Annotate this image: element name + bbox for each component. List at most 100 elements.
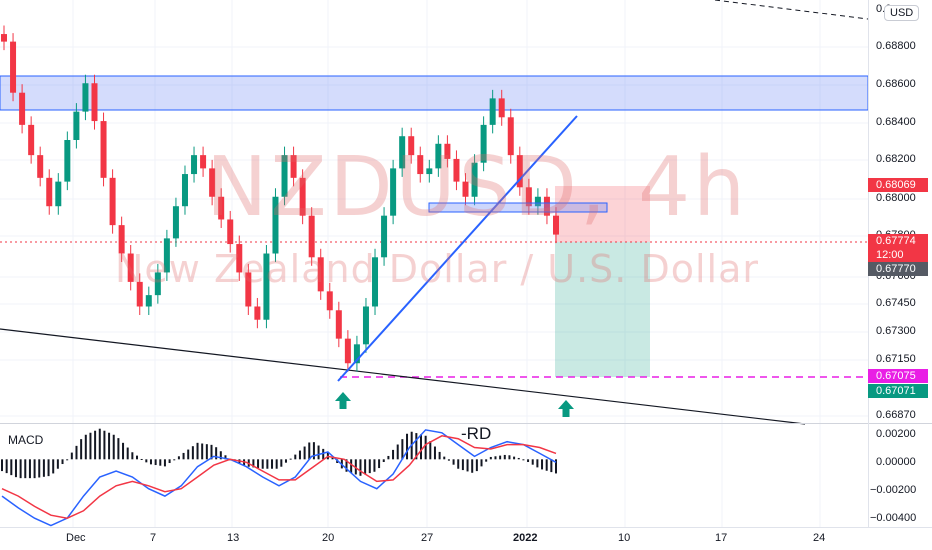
candle-body bbox=[326, 291, 333, 311]
up-arrow-marker[interactable] bbox=[335, 392, 351, 409]
macd-histogram-bar bbox=[433, 446, 436, 460]
candle-body bbox=[73, 111, 80, 140]
macd-histogram-bar bbox=[145, 459, 148, 463]
price-tag-last: 0.67774 bbox=[868, 234, 928, 248]
position-stop-zone[interactable] bbox=[555, 186, 650, 242]
macd-histogram-bar bbox=[42, 459, 45, 477]
candle-body bbox=[227, 219, 234, 245]
macd-histogram-bar bbox=[443, 456, 446, 460]
macd-line bbox=[1, 429, 557, 527]
macd-histogram-bar bbox=[257, 459, 260, 469]
macd-histogram-bar bbox=[461, 459, 464, 471]
macd-histogram-bar bbox=[294, 454, 297, 460]
macd-histogram-bar bbox=[429, 441, 432, 460]
macd-histogram-bar bbox=[252, 459, 255, 468]
candle-body bbox=[344, 338, 351, 364]
macd-histogram-bar bbox=[126, 447, 129, 460]
candle-body bbox=[444, 143, 451, 159]
macd-histogram-bar bbox=[24, 459, 27, 479]
candle-body bbox=[46, 177, 53, 207]
candle-body bbox=[91, 83, 98, 122]
candle-body bbox=[254, 306, 261, 320]
macd-histogram-bar bbox=[28, 459, 31, 479]
small-consolidation-zone[interactable] bbox=[428, 202, 608, 213]
macd-histogram-bar bbox=[489, 456, 492, 460]
resistance-zone[interactable] bbox=[0, 75, 869, 111]
macd-histogram-bar bbox=[382, 459, 385, 463]
candle-body bbox=[399, 136, 406, 169]
time-axis-label: 7 bbox=[150, 532, 157, 544]
candle-body bbox=[381, 215, 388, 258]
macd-histogram-bar bbox=[205, 444, 208, 460]
candle-body bbox=[64, 140, 71, 182]
candle-body bbox=[480, 124, 487, 163]
macd-histogram-bar bbox=[401, 439, 404, 460]
macd-histogram-bar bbox=[10, 459, 13, 476]
candle-body bbox=[489, 98, 496, 125]
macd-histogram-bar bbox=[14, 459, 17, 478]
macd-histogram-bar bbox=[94, 430, 97, 460]
candle-body bbox=[299, 177, 306, 216]
candle-body bbox=[272, 196, 279, 254]
macd-histogram-bar bbox=[415, 433, 418, 460]
macd-histogram-bar bbox=[280, 459, 283, 467]
candle-body bbox=[462, 181, 469, 197]
macd-histogram-bar bbox=[480, 459, 483, 467]
rising-trendline[interactable] bbox=[337, 115, 578, 382]
macd-histogram-bar bbox=[70, 452, 73, 460]
macd-histogram-bar bbox=[527, 459, 530, 463]
macd-histogram-bar bbox=[266, 459, 269, 469]
candle-body bbox=[426, 168, 433, 175]
macd-histogram-bar bbox=[359, 459, 362, 476]
position-target-zone[interactable] bbox=[555, 242, 650, 377]
macd-histogram-bar bbox=[136, 455, 139, 460]
candle-body bbox=[317, 257, 324, 292]
candle-body bbox=[218, 196, 225, 220]
time-axis-label: 20 bbox=[322, 532, 335, 544]
macd-axis-label: −0.00400 bbox=[870, 512, 917, 524]
candle-body bbox=[290, 155, 297, 178]
macd-histogram-bar bbox=[499, 455, 502, 460]
price-axis-label: 0.68800 bbox=[876, 40, 916, 52]
divergence-annotation[interactable]: -RD bbox=[461, 424, 492, 443]
candle-body bbox=[28, 124, 35, 156]
candle-body bbox=[154, 272, 161, 296]
currency-badge[interactable]: USD bbox=[884, 5, 920, 21]
macd-histogram-bar bbox=[187, 449, 190, 460]
macd-axis-label: 0.00200 bbox=[876, 428, 916, 440]
candle-body bbox=[55, 181, 62, 207]
price-axis-label: 0.67300 bbox=[876, 325, 916, 337]
candle-body bbox=[353, 344, 360, 364]
macd-histogram-bar bbox=[517, 457, 520, 460]
macd-indicator-title[interactable]: MACD bbox=[8, 433, 44, 447]
macd-histogram-bar bbox=[392, 449, 395, 460]
macd-histogram-bar bbox=[271, 459, 274, 469]
chart-grid bbox=[0, 0, 868, 527]
upper-dashed-trendline[interactable] bbox=[714, 0, 869, 20]
macd-histogram-bar bbox=[364, 459, 367, 475]
macd-histogram-bar bbox=[61, 459, 64, 465]
candle-body bbox=[136, 281, 143, 307]
macd-histogram-bar bbox=[378, 459, 381, 469]
price-axis-label: 0.68200 bbox=[876, 153, 916, 165]
time-axis-label: 13 bbox=[227, 532, 240, 544]
candle-body bbox=[236, 244, 243, 273]
candle-body bbox=[543, 196, 550, 216]
macd-histogram-bar bbox=[177, 456, 180, 460]
macd-histogram-bar bbox=[419, 434, 422, 460]
macd-histogram-bar bbox=[108, 432, 111, 460]
macd-histogram-bar bbox=[275, 459, 278, 469]
time-axis-label: 10 bbox=[618, 532, 631, 544]
macd-histogram-bar bbox=[541, 459, 544, 470]
candle-body bbox=[498, 98, 505, 118]
up-arrow-marker[interactable] bbox=[558, 400, 574, 417]
candle-body bbox=[127, 253, 134, 282]
macd-histogram-bar bbox=[5, 459, 8, 474]
candle-body bbox=[172, 206, 179, 239]
macd-histogram-bar bbox=[122, 442, 125, 460]
lower-trendline[interactable] bbox=[0, 328, 806, 425]
macd-histogram-bar bbox=[19, 459, 22, 479]
macd-histogram-bar bbox=[210, 444, 213, 460]
macd-histogram-bar bbox=[452, 459, 455, 465]
candle-body bbox=[245, 272, 252, 307]
